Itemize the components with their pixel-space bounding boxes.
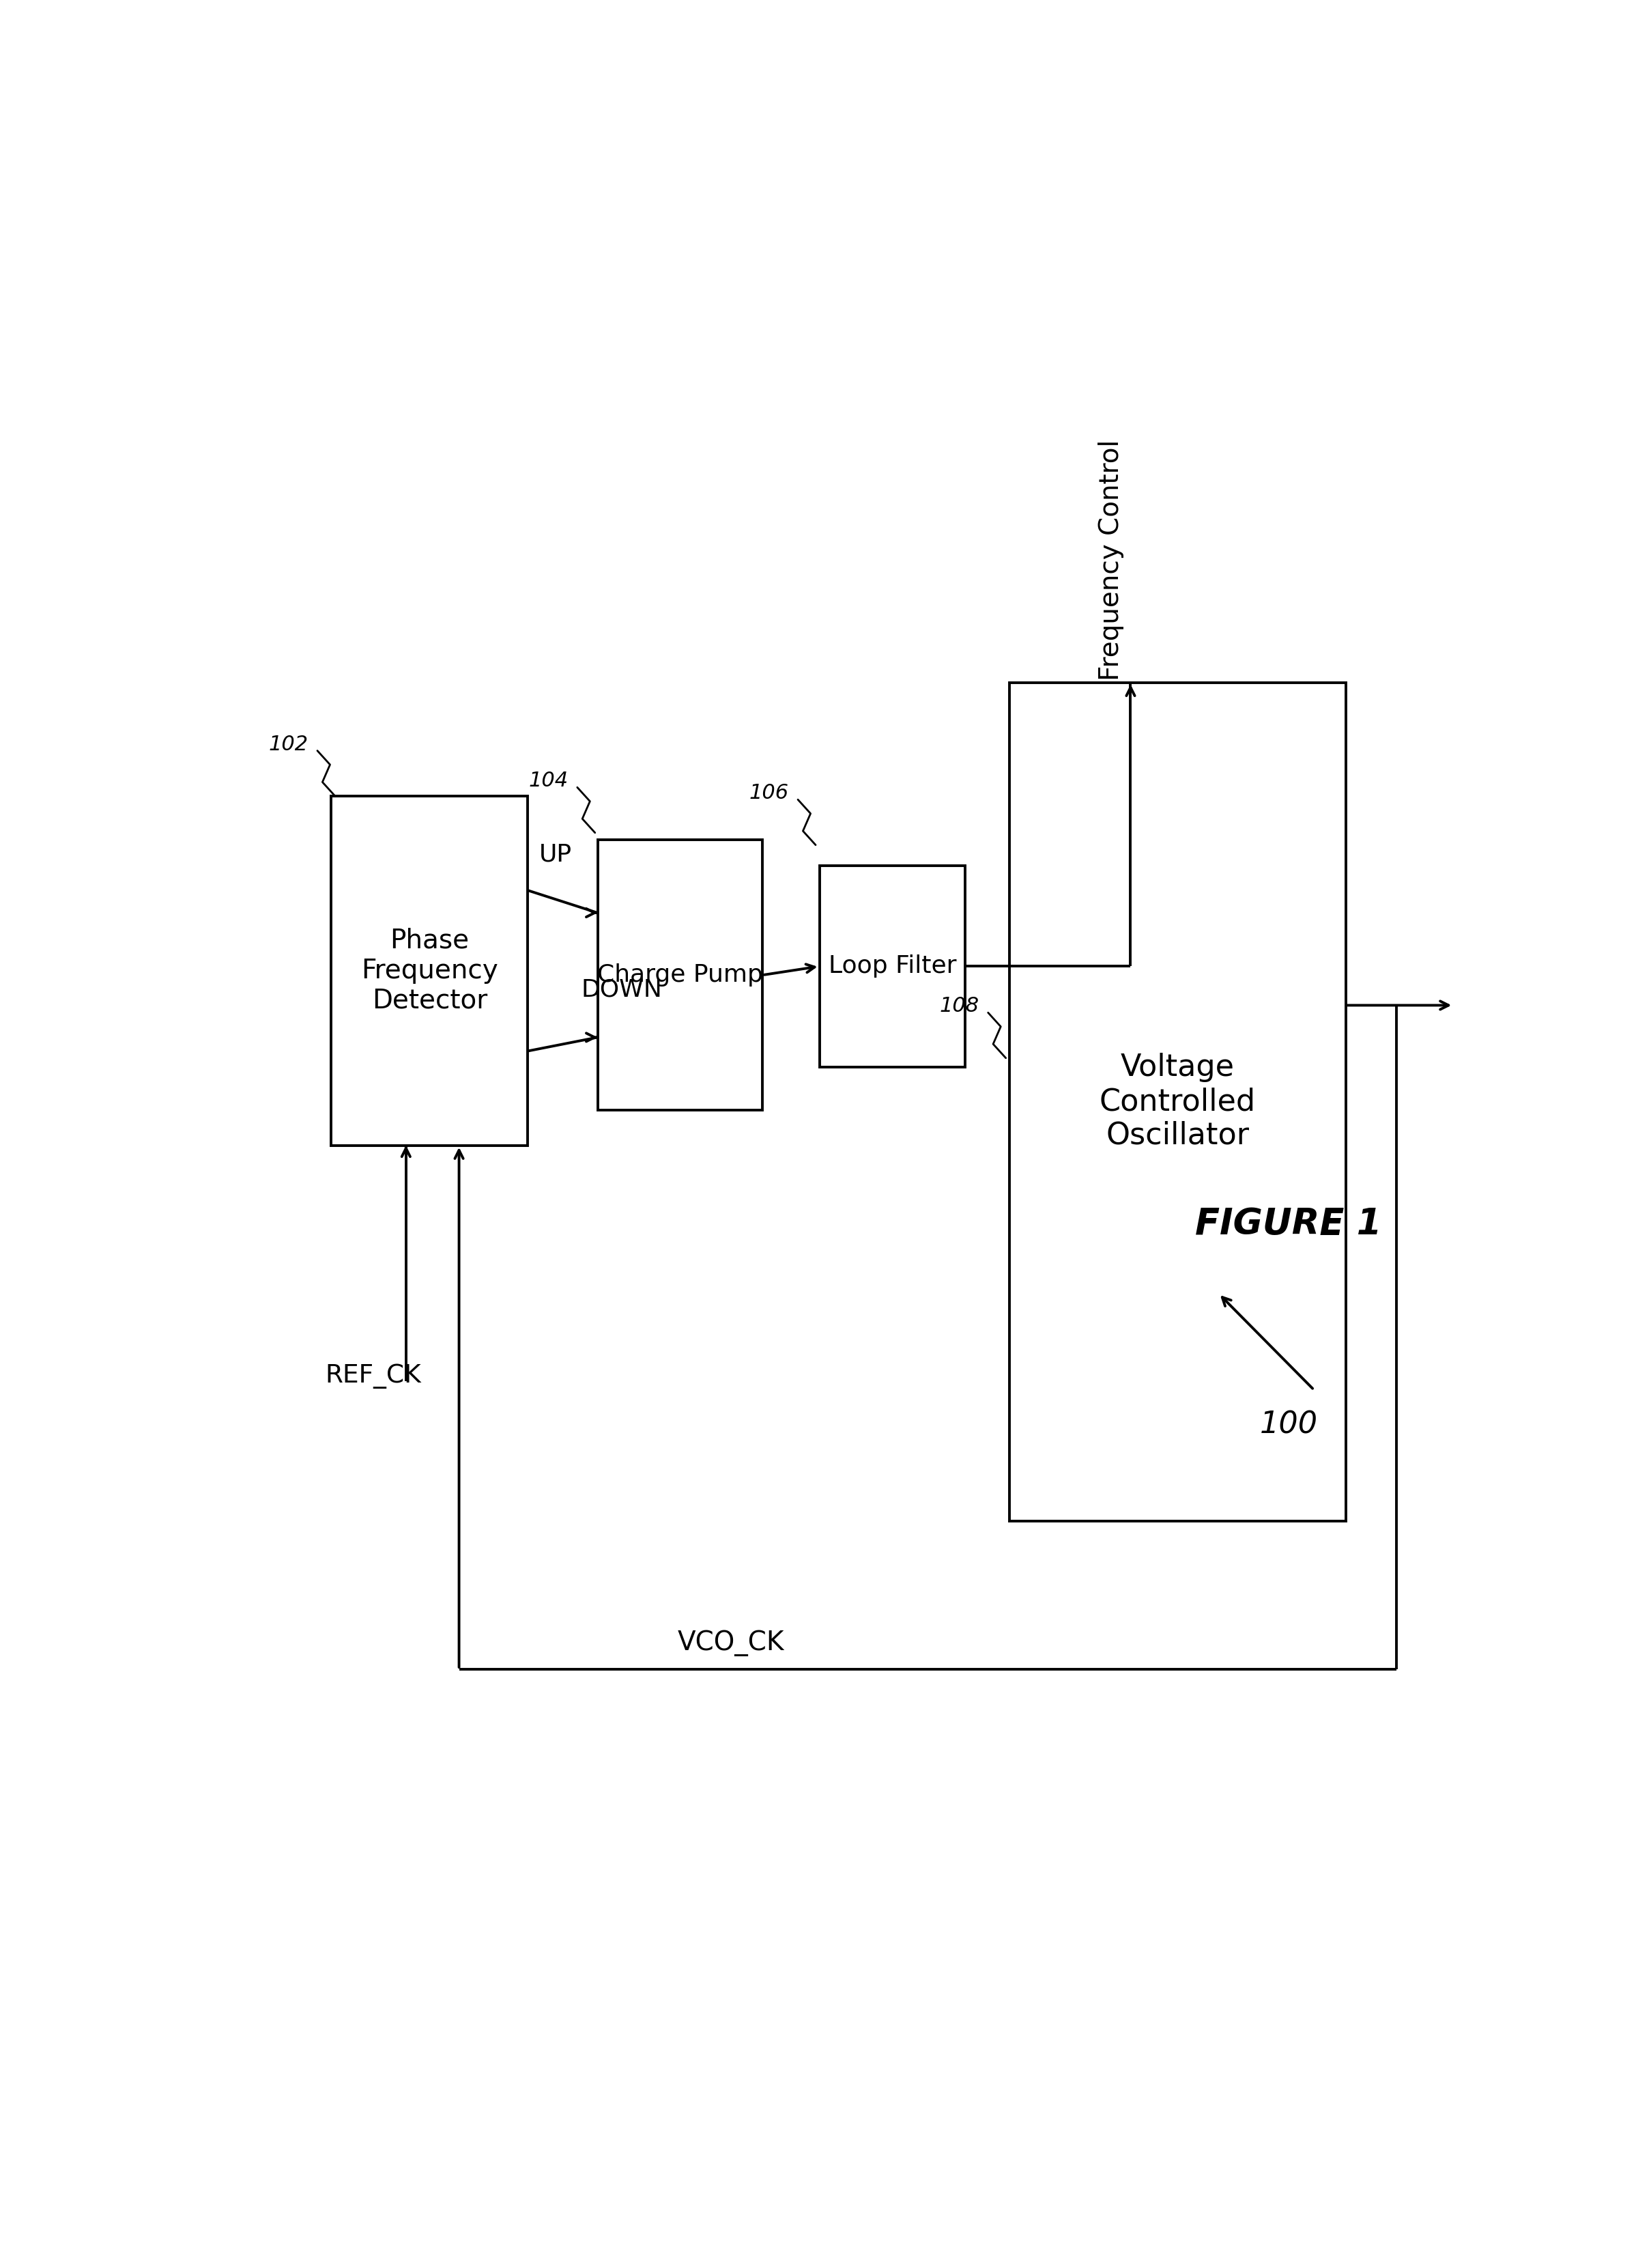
Text: 106: 106 <box>749 782 789 803</box>
Text: UP: UP <box>540 844 573 866</box>
Text: Phase
Frequency
Detector: Phase Frequency Detector <box>362 928 497 1014</box>
Text: 102: 102 <box>268 735 309 755</box>
Text: REF_CK: REF_CK <box>326 1363 420 1388</box>
Text: Charge Pump: Charge Pump <box>597 964 762 987</box>
Text: Frequency Control: Frequency Control <box>1098 440 1124 680</box>
Text: Loop Filter: Loop Filter <box>828 955 957 978</box>
Text: 108: 108 <box>939 996 980 1016</box>
Text: DOWN: DOWN <box>581 978 663 1000</box>
Bar <box>1009 683 1346 1522</box>
Text: Voltage
Controlled
Oscillator: Voltage Controlled Oscillator <box>1099 1052 1256 1150</box>
Text: 100: 100 <box>1260 1411 1317 1440</box>
Text: VCO_CK: VCO_CK <box>677 1631 784 1656</box>
Text: FIGURE 1: FIGURE 1 <box>1196 1207 1382 1241</box>
Text: 104: 104 <box>528 771 568 792</box>
Bar <box>820 866 965 1066</box>
Bar <box>330 796 528 1145</box>
Bar <box>597 839 762 1111</box>
